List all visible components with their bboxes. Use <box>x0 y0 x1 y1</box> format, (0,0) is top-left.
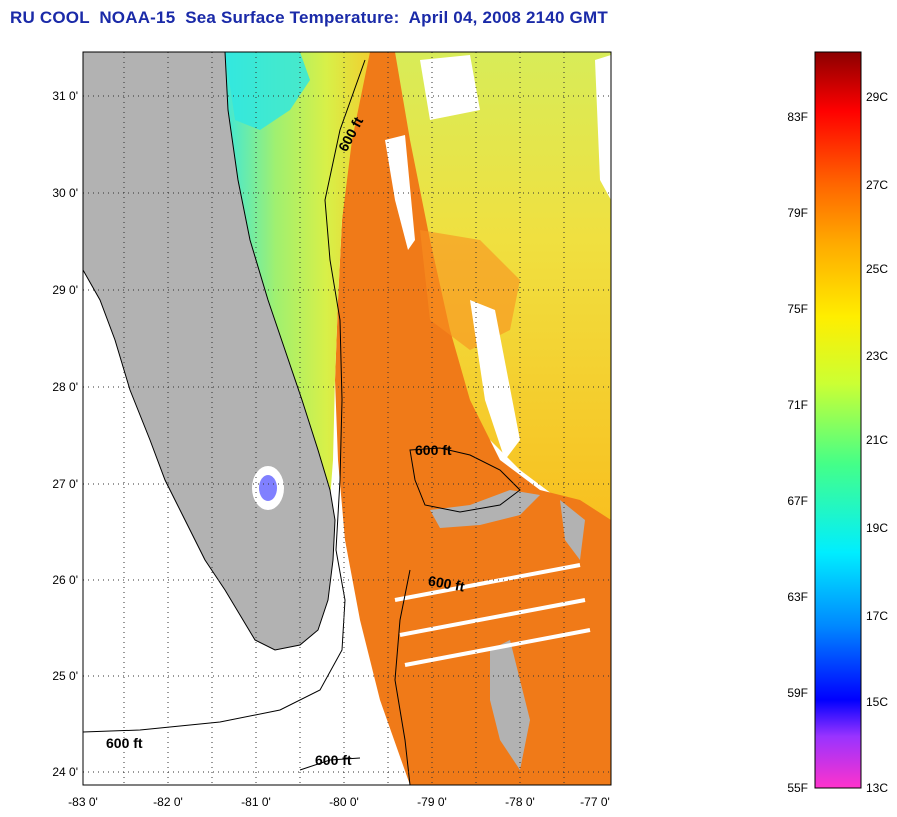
lon-tick-label: -82 0' <box>153 795 183 809</box>
colorbar-f-label: 71F <box>787 398 808 412</box>
lat-tick-label: 28 0' <box>52 380 78 394</box>
cold-nearshore-patch <box>225 52 310 130</box>
cloud-streak-1 <box>385 135 415 250</box>
contour-label: 600 ft <box>415 442 452 458</box>
colorbar-f-label: 63F <box>787 590 808 604</box>
map-frame <box>82 51 612 786</box>
colorbar-c-labels: 29C 27C 25C 23C 21C 19C 17C 15C 13C <box>866 90 888 795</box>
lon-tick-label: -80 0' <box>329 795 359 809</box>
lon-tick-labels: -83 0' -82 0' -81 0' -80 0' -79 0' -78 0… <box>68 795 610 809</box>
shelf-water-region <box>225 52 370 500</box>
colorbar-f-labels: 83F 79F 75F 71F 67F 63F 59F 55F <box>787 110 808 795</box>
colorbar-f-label: 59F <box>787 686 808 700</box>
lat-tick-labels: 31 0' 30 0' 29 0' 28 0' 27 0' 26 0' 25 0… <box>52 89 78 779</box>
map-field <box>83 52 611 785</box>
colorbar-c-label: 17C <box>866 609 888 623</box>
colorbar: 83F 79F 75F 71F 67F 63F 59F 55F 29C 27C … <box>787 51 888 795</box>
colorbar-f-label: 67F <box>787 494 808 508</box>
isobath-600ft-bahamas <box>409 447 521 513</box>
lat-tick-label: 30 0' <box>52 186 78 200</box>
colorbar-c-label: 23C <box>866 349 888 363</box>
graticule <box>83 52 611 785</box>
contour-label: 600 ft <box>106 735 143 751</box>
colorbar-f-label: 75F <box>787 302 808 316</box>
lat-tick-label: 31 0' <box>52 89 78 103</box>
cloud-streak-4 <box>595 55 611 200</box>
isobath-600ft-southwest <box>299 757 361 771</box>
colorbar-c-label: 29C <box>866 90 888 104</box>
colorbar-c-label: 15C <box>866 695 888 709</box>
lon-tick-label: -77 0' <box>580 795 610 809</box>
swath-line-1 <box>394 563 581 602</box>
lat-tick-label: 26 0' <box>52 573 78 587</box>
map-title: RU COOL NOAA-15 Sea Surface Temperature:… <box>10 8 608 27</box>
contour-label: 600 ft <box>315 752 352 768</box>
swath-line-3 <box>404 628 591 667</box>
cloud-streak-2 <box>470 300 520 460</box>
swath-line-2 <box>399 598 586 637</box>
contour-label: 600 ft <box>427 572 466 594</box>
colorbar-c-label: 25C <box>866 262 888 276</box>
cloud-streak-3 <box>420 55 480 120</box>
lon-tick-label: -83 0' <box>68 795 98 809</box>
colorbar-c-label: 27C <box>866 178 888 192</box>
colorbar-gradient <box>814 51 862 789</box>
colorbar-f-label: 83F <box>787 110 808 124</box>
colorbar-c-label: 19C <box>866 521 888 535</box>
contour-labels: 600 ft 600 ft 600 ft 600 ft 600 ft <box>106 114 466 768</box>
bahamas-abaco <box>560 500 585 560</box>
isobath-600ft-main <box>83 59 366 733</box>
lat-tick-label: 27 0' <box>52 477 78 491</box>
lon-tick-label: -79 0' <box>417 795 447 809</box>
lat-tick-label: 25 0' <box>52 669 78 683</box>
lon-tick-label: -81 0' <box>241 795 271 809</box>
colorbar-f-label: 55F <box>787 781 808 795</box>
lat-tick-label: 24 0' <box>52 765 78 779</box>
lat-tick-label: 29 0' <box>52 283 78 297</box>
colorbar-c-label: 21C <box>866 433 888 447</box>
lon-tick-label: -78 0' <box>505 795 535 809</box>
isobath-600ft-south <box>394 569 411 785</box>
colorbar-f-label: 79F <box>787 206 808 220</box>
colorbar-c-label: 13C <box>866 781 888 795</box>
bahamas-grand-bahama <box>430 490 540 528</box>
coastline <box>83 52 336 651</box>
